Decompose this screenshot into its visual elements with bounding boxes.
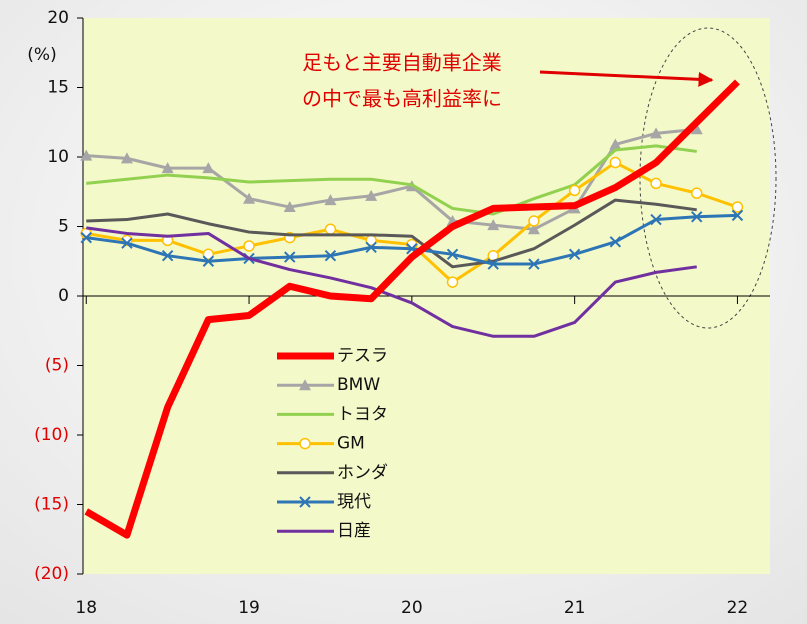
point xyxy=(120,152,133,164)
legend-label: BMW xyxy=(337,375,380,395)
x-tick-label: 21 xyxy=(564,598,586,618)
y-tick-label: (5) xyxy=(45,356,69,376)
point xyxy=(365,189,378,201)
point xyxy=(365,241,377,254)
y-tick-label: (10) xyxy=(34,425,69,445)
y-tick-label: (20) xyxy=(34,564,69,584)
point xyxy=(283,201,296,213)
point xyxy=(609,138,622,150)
x-tick-label: 18 xyxy=(75,598,97,618)
point xyxy=(568,248,581,261)
point xyxy=(650,213,662,226)
point xyxy=(528,258,540,270)
point xyxy=(446,248,459,261)
annotation: の中で最も高利益率に xyxy=(302,87,502,111)
point xyxy=(650,177,662,190)
y-tick-label: 10 xyxy=(47,147,69,167)
point xyxy=(202,248,215,261)
legend-label: ホンダ xyxy=(337,463,388,483)
series-line xyxy=(84,79,740,539)
point xyxy=(324,249,337,262)
y-axis-label: (%) xyxy=(27,45,56,65)
point xyxy=(609,236,622,248)
x-tick-label: 20 xyxy=(401,598,423,618)
series-line xyxy=(86,198,697,269)
point xyxy=(568,184,581,197)
point xyxy=(609,156,622,169)
y-tick-label: 20 xyxy=(47,8,69,28)
point xyxy=(324,223,337,236)
legend-label: テスラ xyxy=(337,346,388,366)
point xyxy=(243,192,256,204)
y-tick-label: (15) xyxy=(34,495,69,515)
point xyxy=(161,162,174,174)
point xyxy=(650,127,663,139)
point xyxy=(487,258,499,270)
x-tick-label: 19 xyxy=(238,598,260,618)
legend-label: トヨタ xyxy=(337,404,388,424)
x-tick-label: 22 xyxy=(727,598,749,618)
point xyxy=(731,201,744,213)
point xyxy=(690,123,703,135)
point xyxy=(121,237,133,249)
point xyxy=(202,255,215,267)
y-tick-label: 5 xyxy=(58,217,69,237)
point xyxy=(446,276,459,288)
point xyxy=(324,194,337,206)
legend-marker xyxy=(299,437,311,450)
series-line xyxy=(86,144,697,216)
y-tick-label: 0 xyxy=(58,286,69,306)
annotation-arrow xyxy=(539,70,714,87)
point xyxy=(731,209,744,222)
point xyxy=(284,251,296,263)
point xyxy=(80,149,93,161)
point xyxy=(487,219,500,231)
legend-label: 日産 xyxy=(337,521,371,541)
point xyxy=(80,231,92,244)
point xyxy=(243,240,255,252)
highlight-ellipse xyxy=(639,27,777,329)
legend-marker xyxy=(299,379,311,391)
point xyxy=(690,187,703,199)
point xyxy=(691,211,703,223)
series-line xyxy=(86,226,697,338)
legend-marker xyxy=(299,496,311,508)
annotation: 足もと主要自動車企業 xyxy=(302,51,502,75)
point xyxy=(528,215,540,227)
y-tick-label: 15 xyxy=(47,78,69,98)
point xyxy=(527,223,540,235)
legend-label: 現代 xyxy=(337,492,371,512)
legend-label: GM xyxy=(337,434,365,454)
point xyxy=(161,249,174,262)
point xyxy=(202,162,215,174)
